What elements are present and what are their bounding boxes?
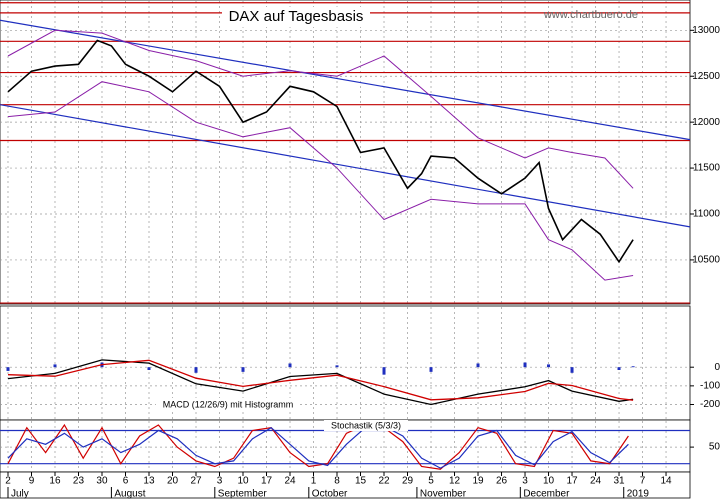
y-tick-label: 12000 [692, 117, 720, 128]
x-tick-label: 3 [217, 476, 223, 487]
x-tick-label: 27 [190, 476, 202, 487]
x-tick-label: 26 [496, 476, 508, 487]
y-tick-label: -200 [700, 399, 720, 410]
macd-panel [0, 305, 691, 421]
histogram-bar [617, 367, 621, 370]
x-tick-label: 7 [640, 476, 646, 487]
x-tick-label: 23 [73, 476, 85, 487]
histogram-bar [241, 367, 245, 372]
price-panel [0, 0, 691, 305]
histogram-bar [53, 364, 57, 368]
x-tick-label: 13 [143, 476, 155, 487]
histogram-bar [335, 365, 339, 368]
date-axis [0, 471, 691, 499]
histogram-bar [547, 364, 551, 368]
histogram-bar [523, 362, 527, 368]
histogram-bar [147, 367, 151, 370]
histogram-bar [429, 367, 433, 372]
histogram-bar [6, 367, 10, 371]
x-tick-label: 24 [284, 476, 296, 487]
series-line [7, 425, 629, 469]
histogram-bar [570, 367, 574, 373]
title-box [222, 7, 370, 27]
chart-title: DAX auf Tagesbasis [229, 8, 364, 25]
series-line [7, 81, 634, 281]
y-tick-label: 10500 [692, 255, 720, 266]
x-tick-label: 8 [334, 476, 340, 487]
y-tick-label: 12500 [692, 71, 720, 82]
histogram-bar [476, 363, 480, 368]
x-tick-label: 14 [660, 476, 672, 487]
title-box [156, 398, 298, 411]
series-line [7, 39, 634, 264]
x-tick-label: 19 [472, 476, 484, 487]
y-tick-label: 0 [714, 362, 720, 373]
x-tick-label: 1 [311, 476, 317, 487]
y-tick-label: 13000 [692, 25, 720, 36]
series-line [7, 359, 634, 401]
trend-line [0, 19, 691, 141]
y-tick-label: 11500 [693, 163, 721, 174]
month-label: October [312, 489, 348, 499]
x-tick-label: 22 [378, 476, 390, 487]
x-tick-label: 31 [613, 476, 625, 487]
trend-line [0, 104, 691, 228]
x-tick-label: 24 [590, 476, 602, 487]
x-tick-label: 17 [261, 476, 273, 487]
x-tick-label: 2 [5, 476, 11, 487]
y-tick-label: 11000 [693, 209, 721, 220]
month-label: July [11, 489, 29, 499]
x-tick-label: 3 [522, 476, 528, 487]
x-tick-label: 5 [428, 476, 434, 487]
histogram-bar [288, 363, 292, 368]
x-tick-label: 20 [167, 476, 179, 487]
month-label: September [218, 489, 268, 499]
month-label: August [114, 489, 145, 499]
x-tick-label: 17 [566, 476, 578, 487]
x-tick-label: 16 [49, 476, 61, 487]
histogram-bar [194, 367, 198, 373]
month-label: November [420, 489, 467, 499]
x-tick-label: 10 [543, 476, 555, 487]
x-tick-label: 15 [355, 476, 367, 487]
panel-title: Stochastik (5/3/3) [331, 420, 401, 430]
histogram-bar [382, 367, 386, 375]
x-tick-label: 12 [449, 476, 461, 487]
source: www.chartbuero.de [543, 9, 638, 21]
x-tick-label: 10 [237, 476, 249, 487]
month-label: 2019 [627, 489, 650, 499]
x-tick-label: 29 [402, 476, 414, 487]
panel-title: MACD (12/26/9) mit Histogramm [163, 399, 294, 409]
y-tick-label: 50 [709, 442, 721, 453]
histogram-bar [631, 366, 635, 368]
series-line [7, 359, 634, 406]
title-box [324, 420, 408, 431]
month-label: December [523, 489, 570, 499]
y-tick-label: -100 [700, 380, 720, 391]
x-tick-label: 30 [96, 476, 108, 487]
x-tick-label: 6 [123, 476, 129, 487]
series-line [7, 29, 634, 189]
x-tick-label: 9 [29, 476, 35, 487]
